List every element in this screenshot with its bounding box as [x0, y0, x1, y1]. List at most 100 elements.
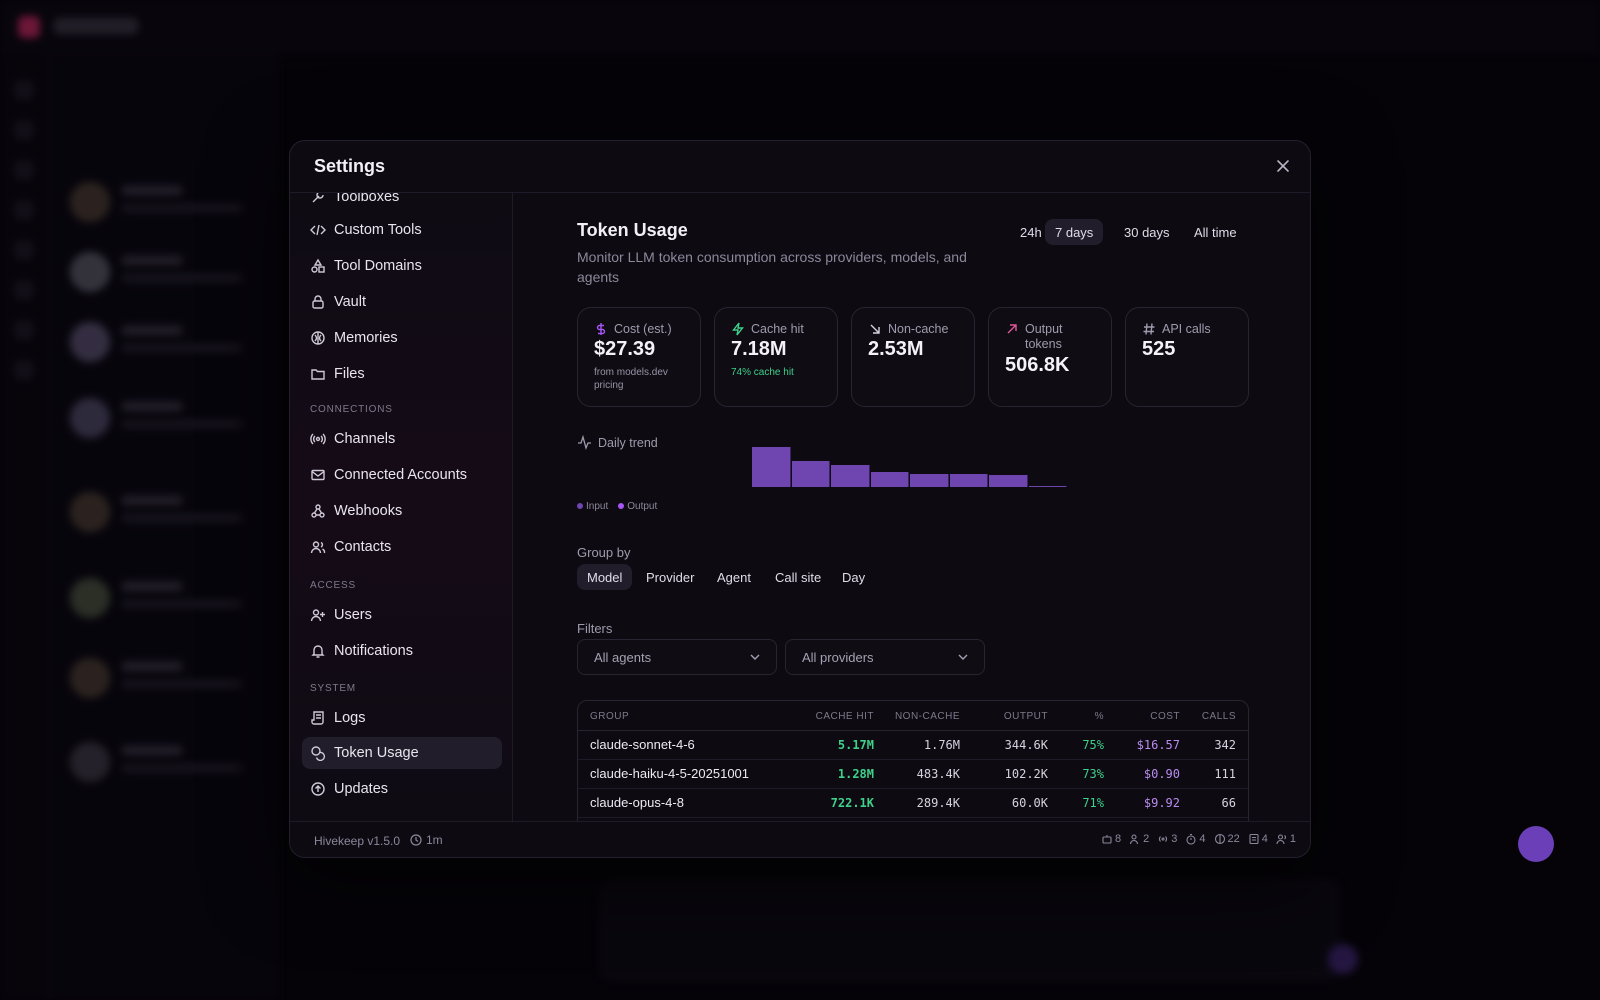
sidebar-item-label: Vault — [334, 294, 366, 310]
trend-bar — [791, 461, 830, 487]
version-label: Hivekeep v1.5.0 — [314, 834, 401, 848]
modal-header: Settings — [290, 141, 1310, 193]
cell-cache-hit: 1.28M — [837, 767, 874, 781]
range-all-time[interactable]: All time — [1194, 224, 1237, 240]
stat-value: 7.18M — [731, 338, 787, 360]
cell-calls: 66 — [1221, 796, 1236, 810]
count-memories[interactable]: 22 — [1214, 833, 1240, 845]
sidebar-item-custom-tools[interactable]: Custom Tools — [302, 214, 502, 246]
stat-output-tokens: Output tokens 506.8K — [988, 307, 1112, 407]
count-value: 4 — [1261, 833, 1268, 845]
col-cache-hit: CACHE HIT — [815, 711, 874, 722]
daily-trend-chart — [752, 445, 1072, 491]
trend-bar — [870, 472, 909, 487]
cell-group: claude-opus-4-8 — [590, 795, 684, 810]
sidebar-item-updates[interactable]: Updates — [302, 773, 502, 805]
sidebar-item-logs[interactable]: Logs — [302, 702, 502, 734]
count-agents[interactable]: 8 — [1101, 833, 1121, 845]
sidebar-item-tool-domains[interactable]: Tool Domains — [302, 250, 502, 282]
trend-bar — [1028, 486, 1067, 487]
count-logs[interactable]: 4 — [1248, 833, 1268, 845]
timer-icon — [1186, 833, 1196, 845]
bot-icon — [1102, 835, 1112, 844]
range-30-days[interactable]: 30 days — [1124, 224, 1170, 240]
group-agent[interactable]: Agent — [717, 569, 751, 585]
count-channels[interactable]: 3 — [1157, 833, 1177, 845]
contacts-icon — [1276, 834, 1286, 845]
table-row[interactable]: claude-haiku-4-5-20251001 1.28M 483.4K 1… — [578, 760, 1248, 789]
range-24h[interactable]: 24h — [1020, 224, 1042, 240]
sidebar-item-users[interactable]: Users — [302, 599, 502, 631]
count-users[interactable]: 1 — [1276, 833, 1296, 845]
group-day[interactable]: Day — [842, 569, 866, 585]
close-button[interactable] — [1272, 155, 1294, 177]
stat-label: Output tokens — [1025, 322, 1063, 351]
hash-icon — [1142, 322, 1156, 336]
count-teams[interactable]: 2 — [1129, 833, 1149, 845]
cell-cache-hit: 5.17M — [837, 738, 874, 752]
stat-label: Cache hit — [751, 322, 804, 336]
trend-bar — [910, 474, 949, 487]
legend-input: Input — [577, 501, 608, 512]
sidebar-item-webhooks[interactable]: Webhooks — [302, 495, 502, 527]
arrow-down-right-icon — [868, 322, 882, 336]
scroll-icon — [310, 710, 326, 726]
sidebar-item-label: Tool Domains — [334, 258, 422, 274]
sidebar-item-label: Custom Tools — [334, 222, 422, 238]
sidebar-item-label: Toolboxes — [334, 193, 400, 205]
stat-value: 525 — [1142, 338, 1176, 360]
zap-icon — [731, 322, 745, 336]
background-rail — [0, 52, 48, 1000]
sidebar-item-label: Token Usage — [334, 745, 419, 761]
sidebar-item-notifications[interactable]: Notifications — [302, 635, 502, 667]
cell-calls: 111 — [1214, 767, 1236, 781]
sidebar-item-memories[interactable]: Memories — [302, 322, 502, 354]
trend-bar — [752, 447, 791, 487]
count-value: 8 — [1115, 833, 1122, 845]
sidebar-item-files[interactable]: Files — [302, 358, 502, 390]
col-non-cache: NON-CACHE — [894, 711, 960, 722]
group-model[interactable]: Model — [577, 564, 633, 590]
group-provider[interactable]: Provider — [646, 569, 695, 585]
code-icon — [310, 222, 326, 238]
legend-output-label: Output — [627, 501, 658, 512]
page-title: Token Usage — [577, 220, 688, 240]
sidebar-item-toolboxes[interactable]: Toolboxes — [302, 193, 502, 213]
sidebar-item-contacts[interactable]: Contacts — [302, 531, 502, 563]
count-timers[interactable]: 4 — [1185, 833, 1206, 845]
bell-icon — [310, 643, 326, 659]
close-icon — [1277, 160, 1289, 172]
group-call-site[interactable]: Call site — [775, 569, 822, 585]
cell-group: claude-sonnet-4-6 — [590, 737, 695, 752]
cell-percent: 71% — [1082, 796, 1104, 810]
radio-icon — [1159, 836, 1168, 842]
col-group: GROUP — [590, 711, 630, 722]
scroll-icon — [1249, 833, 1259, 845]
dollar-icon — [594, 322, 608, 336]
sidebar-item-connected-accounts[interactable]: Connected Accounts — [302, 459, 502, 491]
sidebar-item-vault[interactable]: Vault — [302, 286, 502, 318]
background-send — [1328, 944, 1358, 974]
cell-cost: $0.90 — [1143, 767, 1180, 781]
sidebar-item-label: Updates — [334, 781, 389, 797]
providers-select[interactable]: All providers — [785, 639, 985, 675]
background-composer — [600, 880, 1340, 980]
agents-select-value: All agents — [594, 649, 652, 665]
page-description: Monitor LLM token consumption across pro… — [577, 249, 967, 285]
wrench-icon — [310, 193, 326, 205]
sidebar-item-label: Files — [334, 366, 365, 382]
range-7-days[interactable]: 7 days — [1045, 219, 1104, 245]
cell-percent: 73% — [1082, 767, 1104, 781]
lock-icon — [310, 294, 326, 310]
section-connections: CONNECTIONS — [310, 404, 393, 415]
sidebar-item-label: Notifications — [334, 643, 413, 659]
table-row[interactable]: claude-sonnet-4-6 5.17M 1.76M 344.6K 75%… — [578, 731, 1248, 760]
sidebar-item-channels[interactable]: Channels — [302, 423, 502, 455]
col-percent: % — [1094, 711, 1104, 722]
sidebar-item-label: Memories — [334, 330, 398, 346]
sidebar-item-token-usage[interactable]: Token Usage — [302, 737, 502, 769]
count-value: 2 — [1143, 833, 1150, 845]
table-row[interactable]: claude-opus-4-8 722.1K 289.4K 60.0K 71% … — [578, 789, 1248, 818]
agents-select[interactable]: All agents — [577, 639, 777, 675]
col-output: OUTPUT — [1003, 711, 1048, 722]
